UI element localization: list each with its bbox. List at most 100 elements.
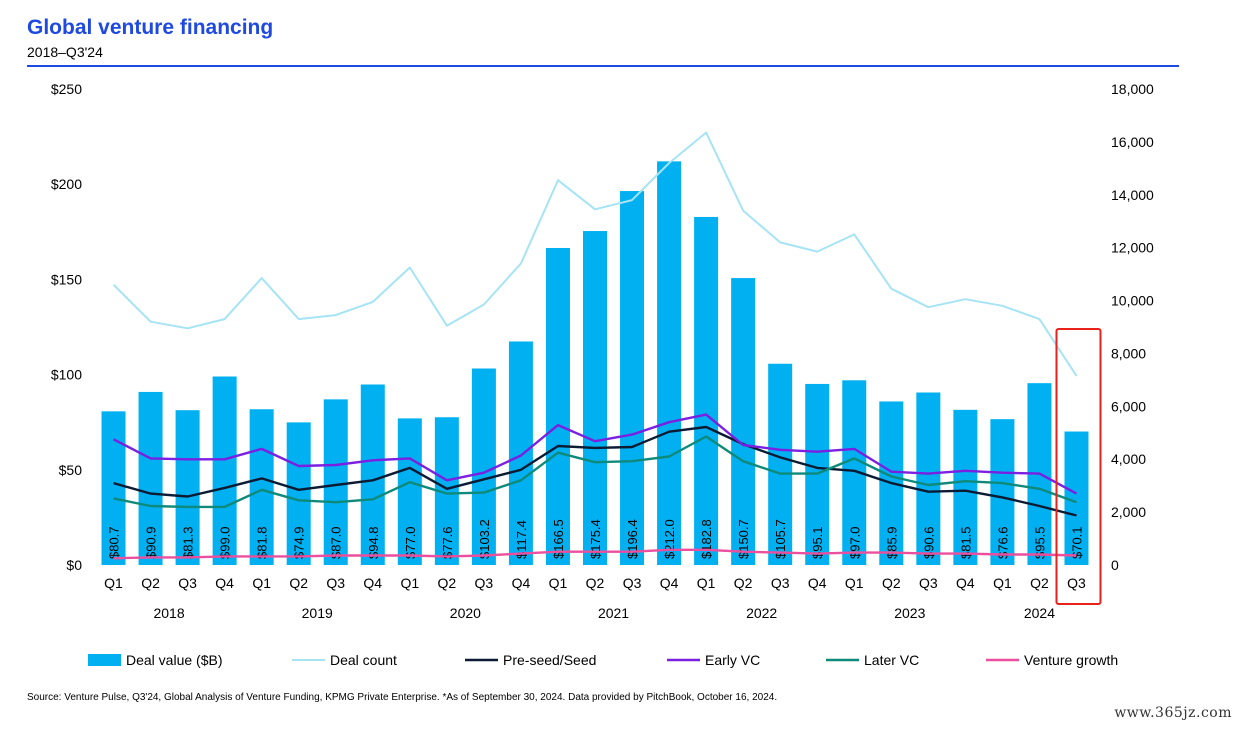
quarter-label: Q3 (178, 575, 197, 591)
left-tick-label: $100 (51, 367, 82, 383)
right-tick-label: 10,000 (1111, 293, 1154, 309)
quarter-label: Q4 (956, 575, 975, 591)
quarter-label: Q2 (289, 575, 308, 591)
x-axis: Q1 Q2 Q3 Q4 Q1 Q2 Q3 Q4 Q1 Q2 Q3 Q4 Q1 Q2 Q3 Q4 Q1 Q2 Q3 Q4… (104, 575, 1086, 621)
deal-value-label: $212.0 (662, 519, 677, 559)
deal-value-bars (101, 161, 1089, 566)
right-tick-label: 8,000 (1111, 345, 1146, 361)
deal-value-label: $74.9 (292, 526, 307, 559)
deal-value-bar (583, 231, 607, 566)
deal-value-bar (953, 409, 978, 565)
year-label: 2021 (598, 605, 629, 621)
quarter-label: Q2 (438, 575, 457, 591)
deal-value-label: $77.0 (403, 526, 418, 559)
right-tick-label: 0 (1111, 557, 1119, 573)
source-note: Source: Venture Pulse, Q3'24, Global Ana… (27, 692, 778, 703)
year-label: 2019 (302, 605, 333, 621)
series-lines (112, 131, 1078, 560)
quarter-label: Q4 (215, 575, 234, 591)
legend: Deal value ($B) Deal count Pre-seed/Seed Ea… (88, 652, 1118, 668)
year-label: 2024 (1024, 605, 1055, 621)
left-tick-label: $200 (51, 176, 82, 192)
quarter-label: Q3 (771, 575, 790, 591)
deal-value-label: $94.8 (366, 526, 381, 559)
watermark: www.365jz.com (1114, 705, 1232, 721)
deal-value-label: $150.7 (736, 519, 751, 559)
deal-value-label: $182.8 (699, 519, 714, 559)
year-label: 2022 (746, 605, 777, 621)
deal-value-bar (101, 411, 126, 565)
chart-title: Global venture financing (27, 16, 274, 39)
deal-value-label: $95.5 (1032, 526, 1047, 559)
deal-value-label: $81.8 (255, 526, 270, 559)
later-vc-line (113, 435, 1077, 509)
title-divider (27, 65, 1179, 67)
quarter-label: Q1 (845, 575, 864, 591)
year-label: 2020 (450, 605, 481, 621)
deal-value-label: $76.6 (995, 526, 1010, 559)
right-tick-label: 6,000 (1111, 398, 1146, 414)
legend-label: Later VC (864, 652, 919, 668)
quarter-label: Q4 (660, 575, 679, 591)
deal-value-label: $90.6 (921, 526, 936, 559)
deal-value-label: $85.9 (884, 526, 899, 559)
right-tick-label: 14,000 (1111, 187, 1154, 203)
right-tick-label: 12,000 (1111, 240, 1154, 256)
early-vc-line (112, 413, 1078, 495)
quarter-label: Q3 (326, 575, 345, 591)
right-tick-label: 16,000 (1111, 134, 1154, 150)
legend-label: Pre-seed/Seed (503, 652, 596, 668)
highlight-box (1055, 328, 1102, 605)
deal-value-label: $97.0 (847, 526, 862, 559)
right-tick-label: 2,000 (1111, 504, 1146, 520)
left-axis: $0 $50 $100 $150 $200 $250 (51, 81, 82, 573)
year-label: 2023 (894, 605, 925, 621)
legend-label: Venture growth (1024, 652, 1118, 668)
left-tick-label: $150 (51, 271, 82, 287)
right-tick-label: 4,000 (1111, 451, 1146, 467)
deal-value-bar (323, 399, 348, 565)
quarter-label: Q1 (400, 575, 419, 591)
deal-value-bar (768, 363, 793, 565)
quarter-label: Q4 (808, 575, 827, 591)
deal-value-bar (620, 191, 645, 566)
deal-value-bar (545, 247, 570, 565)
right-tick-label: 18,000 (1111, 81, 1154, 97)
deal-value-label: $77.6 (440, 526, 455, 559)
quarter-label: Q2 (882, 575, 901, 591)
quarter-label: Q3 (623, 575, 642, 591)
deal-value-label: $81.3 (181, 526, 196, 559)
quarter-label: Q3 (475, 575, 494, 591)
quarter-label: Q2 (586, 575, 605, 591)
quarter-label: Q4 (363, 575, 382, 591)
quarter-label: Q1 (252, 575, 271, 591)
deal-value-label: $95.1 (810, 526, 825, 559)
quarter-label: Q1 (697, 575, 716, 591)
legend-swatch-bar (88, 654, 121, 666)
chart-subtitle: 2018–Q3'24 (27, 44, 103, 60)
legend-label: Early VC (705, 652, 760, 668)
quarter-label: Q2 (734, 575, 753, 591)
deal-value-bar (175, 410, 200, 565)
venture-growth-line (113, 548, 1077, 560)
quarter-label: Q3 (919, 575, 938, 591)
left-tick-label: $250 (51, 81, 82, 97)
pre-seed-seed-line (113, 425, 1077, 517)
deal-value-label: $105.7 (773, 519, 788, 559)
deal-value-bar (138, 391, 163, 565)
deal-value-label: $90.9 (144, 526, 159, 559)
deal-value-bar (471, 368, 496, 565)
quarter-label: Q3 (1067, 575, 1086, 591)
deal-value-bar (360, 384, 385, 565)
q3-2024-highlight-box (1055, 328, 1102, 605)
quarter-label: Q2 (141, 575, 160, 591)
deal-value-label: $117.4 (514, 520, 529, 559)
deal-value-label: $80.7 (107, 526, 122, 559)
deal-value-bar (397, 418, 422, 565)
legend-label: Deal count (330, 652, 397, 668)
quarter-label: Q1 (993, 575, 1012, 591)
quarter-label: Q1 (104, 575, 123, 591)
legend-label: Deal value ($B) (126, 652, 223, 668)
quarter-label: Q4 (512, 575, 531, 591)
deal-value-label: $175.4 (588, 519, 603, 559)
